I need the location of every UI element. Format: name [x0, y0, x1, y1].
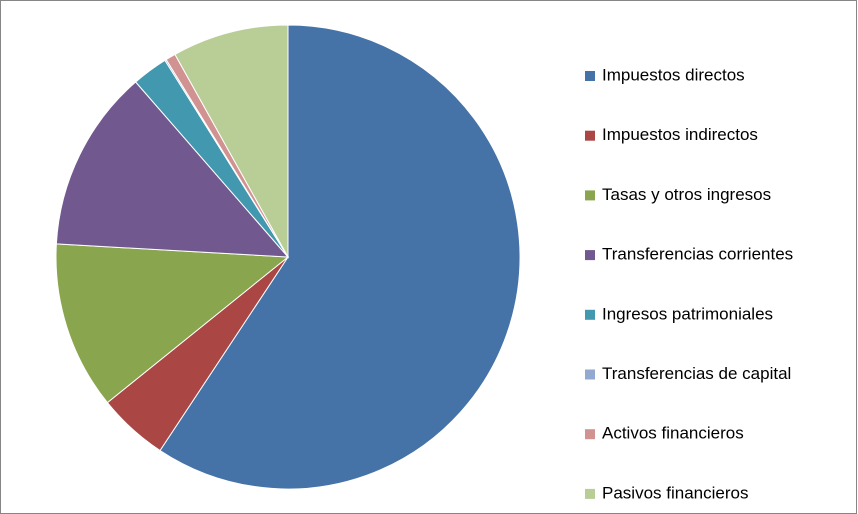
legend-label: Pasivos financieros: [602, 483, 748, 502]
legend-label: Impuestos indirectos: [602, 125, 758, 144]
legend-label: Transferencias corrientes: [602, 245, 793, 264]
legend-swatch: [585, 250, 595, 261]
legend-label: Ingresos patrimoniales: [602, 304, 773, 323]
legend-label: Activos financieros: [602, 424, 744, 443]
pie-slice: [159, 24, 521, 490]
legend-label: Tasas y otros ingresos: [602, 185, 771, 204]
legend-swatch: [585, 130, 595, 141]
legend-swatch: [585, 190, 595, 201]
pie-slice: [174, 24, 289, 259]
pie-slice: [55, 81, 290, 258]
legend-swatch: [585, 369, 595, 380]
pie-slice: [55, 243, 290, 404]
legend-swatch: [585, 488, 595, 499]
legend-swatch: [585, 71, 595, 81]
legend-swatch: [585, 309, 595, 320]
legend-label: Transferencias de capital: [602, 364, 791, 383]
legend-swatch: [585, 429, 595, 440]
legend-label: Impuestos directos: [602, 65, 745, 84]
